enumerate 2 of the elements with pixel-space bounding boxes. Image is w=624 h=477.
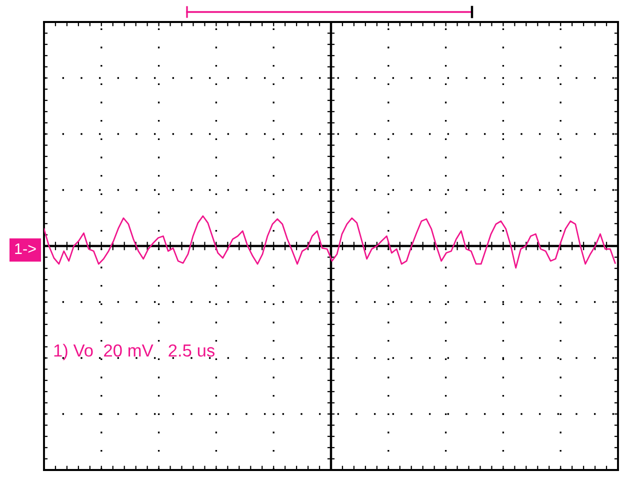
text: 1) Vo 20 mV 2.5 us [54,344,214,360]
text: 1-> [15,243,36,254]
